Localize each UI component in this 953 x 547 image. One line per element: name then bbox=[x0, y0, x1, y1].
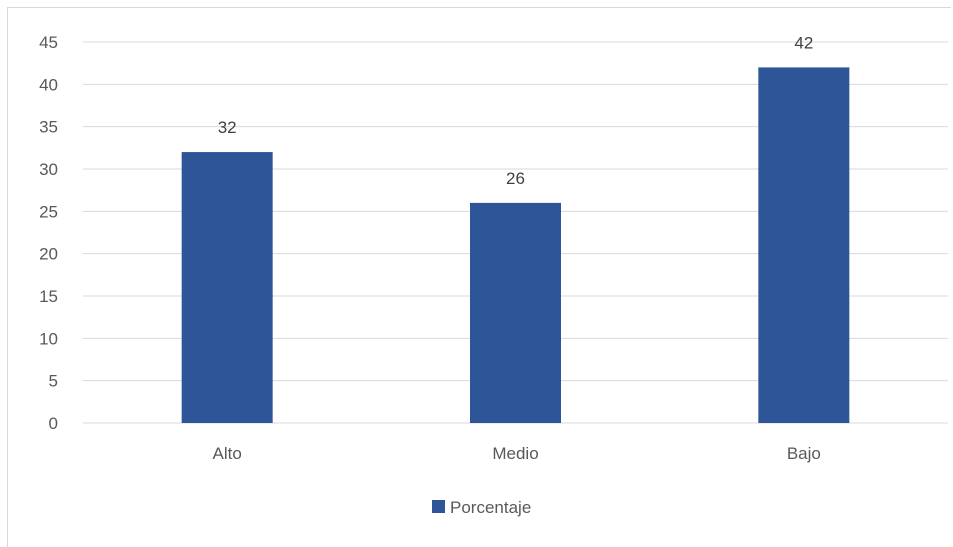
y-tick-label-40: 40 bbox=[39, 75, 58, 94]
data-label-medio: 26 bbox=[506, 169, 525, 188]
y-tick-label-45: 45 bbox=[39, 33, 58, 52]
data-label-alto: 32 bbox=[218, 118, 237, 137]
legend: Porcentaje bbox=[432, 498, 531, 517]
bar-bajo bbox=[758, 67, 850, 424]
data-label-bajo: 42 bbox=[794, 33, 813, 52]
y-axis-tick-labels: 0 5 10 15 20 25 30 35 40 45 bbox=[39, 33, 58, 433]
legend-swatch-porcentaje bbox=[432, 500, 445, 513]
data-labels: 32 26 42 bbox=[218, 33, 814, 187]
y-tick-label-10: 10 bbox=[39, 329, 58, 348]
x-axis-tick-labels: Alto Medio Bajo bbox=[213, 444, 821, 463]
x-tick-label-alto: Alto bbox=[213, 444, 242, 463]
y-tick-label-20: 20 bbox=[39, 245, 58, 264]
x-tick-label-medio: Medio bbox=[492, 444, 538, 463]
legend-label-porcentaje: Porcentaje bbox=[450, 498, 531, 517]
y-tick-label-5: 5 bbox=[49, 372, 58, 391]
chart-frame bbox=[7, 7, 951, 547]
y-tick-label-15: 15 bbox=[39, 287, 58, 306]
y-tick-label-35: 35 bbox=[39, 118, 58, 137]
y-tick-label-0: 0 bbox=[49, 414, 58, 433]
x-tick-label-bajo: Bajo bbox=[787, 444, 821, 463]
bar-medio bbox=[470, 202, 561, 423]
bar-alto bbox=[181, 152, 273, 424]
y-tick-label-30: 30 bbox=[39, 160, 58, 179]
bars bbox=[181, 67, 850, 424]
y-tick-label-25: 25 bbox=[39, 202, 58, 221]
